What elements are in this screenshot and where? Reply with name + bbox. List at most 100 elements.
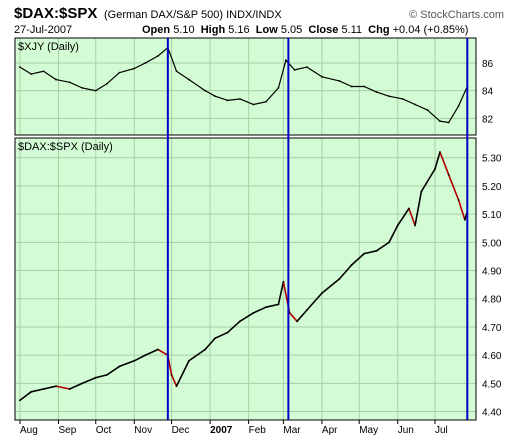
x-tick-label: May bbox=[359, 425, 378, 436]
chart-description-name: (German DAX/S&P 500) bbox=[104, 9, 224, 21]
xjy-line-segment bbox=[55, 78, 71, 83]
xjy-data-point bbox=[204, 89, 207, 92]
ratio-data-point bbox=[188, 359, 190, 362]
ratio-data-point bbox=[396, 224, 399, 227]
ratio-line-segment bbox=[447, 173, 460, 201]
x-tick-label: Sep bbox=[58, 425, 76, 436]
ratio-data-point bbox=[118, 365, 121, 368]
xjy-data-point bbox=[388, 95, 390, 98]
xjy-data-point bbox=[156, 55, 159, 57]
xjy-line-segment bbox=[19, 66, 32, 75]
ratio-line-segment bbox=[375, 241, 390, 252]
xjy-line-segment bbox=[188, 78, 206, 92]
xjy-line-segment bbox=[133, 62, 147, 70]
xjy-line-segment bbox=[448, 105, 460, 124]
xjy-line-segment bbox=[388, 95, 404, 100]
ratio-line-segment bbox=[439, 151, 450, 176]
ratio-line-segment bbox=[19, 390, 32, 402]
xjy-line-segment bbox=[293, 66, 308, 71]
ratio-data-point bbox=[414, 224, 417, 227]
ratio-line-segment bbox=[414, 190, 423, 227]
xjy-data-point bbox=[265, 100, 267, 103]
ratio-line-segment bbox=[321, 278, 341, 294]
ratio-data-point bbox=[42, 388, 45, 390]
quote-date: 27-Jul-2007 bbox=[14, 24, 73, 36]
ratio-data-point bbox=[19, 399, 21, 402]
xjy-line-segment bbox=[118, 67, 135, 74]
ratio-data-point bbox=[144, 354, 147, 357]
xjy-line-segment bbox=[402, 98, 416, 106]
ratio-data-point bbox=[439, 151, 441, 154]
ratio-data-point bbox=[447, 173, 450, 176]
ratio-data-point bbox=[156, 348, 159, 351]
y-tick-label: 82 bbox=[482, 114, 494, 125]
y-tick-label: 4.70 bbox=[482, 323, 502, 334]
x-tick-label: Jul bbox=[435, 425, 448, 436]
lower-panel: 4.40 4.50 4.60 4.70 4.80 4.90 5.00 5.10 5.20 5.30… bbox=[14, 137, 502, 421]
xjy-data-point bbox=[321, 75, 323, 78]
low-value: 5.05 bbox=[280, 24, 303, 36]
xjy-line-segment bbox=[167, 47, 178, 72]
ratio-line-segment bbox=[157, 348, 169, 356]
brand-watermark: © StockCharts.com bbox=[409, 9, 504, 21]
xjy-data-point bbox=[350, 85, 353, 88]
ratio-data-point bbox=[306, 309, 308, 311]
close-value: 5.11 bbox=[341, 24, 363, 36]
ratio-line-segment bbox=[204, 337, 216, 351]
ratio-data-point bbox=[457, 199, 460, 201]
y-tick-label: 86 bbox=[482, 59, 494, 70]
ratio-data-point bbox=[170, 373, 173, 376]
xjy-data-point bbox=[447, 121, 450, 124]
ratio-data-point bbox=[204, 348, 207, 351]
ratio-data-point bbox=[408, 207, 410, 210]
ratio-line-segment bbox=[388, 224, 399, 244]
ratio-line-segment bbox=[350, 252, 365, 266]
xjy-data-point bbox=[457, 105, 460, 107]
y-tick-label: 5.00 bbox=[482, 238, 502, 249]
chg-label: Chg bbox=[368, 24, 390, 36]
ratio-line-segment bbox=[396, 207, 410, 227]
open-label: Open bbox=[142, 24, 171, 36]
ratio-line-segment bbox=[118, 359, 136, 368]
xjy-line-segment bbox=[285, 59, 296, 71]
ratio-line-segment bbox=[94, 374, 108, 379]
xjy-data-point bbox=[226, 99, 229, 102]
ratio-data-point bbox=[388, 241, 390, 244]
ratio-line-segment bbox=[239, 312, 255, 323]
ratio-line-segment bbox=[420, 168, 436, 193]
xjy-data-point bbox=[188, 78, 190, 81]
ratio-data-point bbox=[296, 320, 298, 323]
ratio-line-segment bbox=[252, 306, 267, 314]
y-tick-label: 5.10 bbox=[482, 210, 502, 221]
xjy-line-segment bbox=[239, 98, 255, 106]
chart-exchange: INDX/INDX bbox=[226, 9, 282, 21]
xjy-line-segment bbox=[265, 87, 280, 103]
ratio-data-point bbox=[81, 382, 83, 385]
xjy-line-segment bbox=[214, 95, 229, 101]
xjy-data-point bbox=[426, 109, 429, 111]
xjy-data-point bbox=[239, 98, 241, 100]
x-tick-label: Aug bbox=[20, 425, 38, 436]
xjy-data-point bbox=[252, 103, 255, 106]
xjy-line-segment bbox=[69, 81, 83, 89]
xjy-line-segment bbox=[426, 109, 441, 122]
ratio-line-segment bbox=[175, 359, 190, 387]
xjy-data-point bbox=[133, 67, 136, 70]
panel-title: $DAX:$SPX (Daily) bbox=[18, 141, 113, 153]
xjy-data-point bbox=[214, 95, 216, 98]
xjy-data-point bbox=[175, 70, 178, 73]
xjy-data-point bbox=[284, 59, 287, 62]
ratio-data-point bbox=[106, 373, 108, 376]
high-value: 5.16 bbox=[228, 24, 250, 36]
xjy-data-point bbox=[144, 62, 147, 64]
xjy-data-point bbox=[414, 103, 417, 106]
ratio-data-point bbox=[375, 249, 378, 252]
xjy-data-point bbox=[19, 66, 21, 68]
xjy-data-point bbox=[277, 86, 280, 89]
xjy-data-point bbox=[118, 71, 121, 74]
ratio-line-segment bbox=[106, 365, 121, 376]
ratio-line-segment bbox=[170, 374, 178, 387]
ratio-line-segment bbox=[265, 303, 280, 309]
chg-value: +0.04 (+0.85%) bbox=[392, 24, 469, 36]
ratio-data-point bbox=[282, 280, 285, 283]
